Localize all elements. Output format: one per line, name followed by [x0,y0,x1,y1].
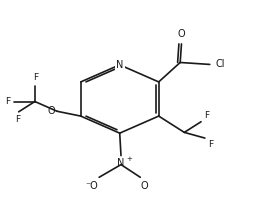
Text: F: F [33,73,38,82]
Text: O: O [178,29,185,39]
Text: N: N [117,158,125,168]
Text: ⁻O: ⁻O [85,181,98,191]
Text: F: F [5,97,10,106]
Text: O: O [48,106,55,116]
Text: Cl: Cl [216,59,225,69]
Text: O: O [141,181,148,191]
Text: F: F [208,140,213,149]
Text: +: + [127,156,133,162]
Text: N: N [116,60,124,70]
Text: F: F [15,115,20,124]
Text: F: F [204,111,209,120]
